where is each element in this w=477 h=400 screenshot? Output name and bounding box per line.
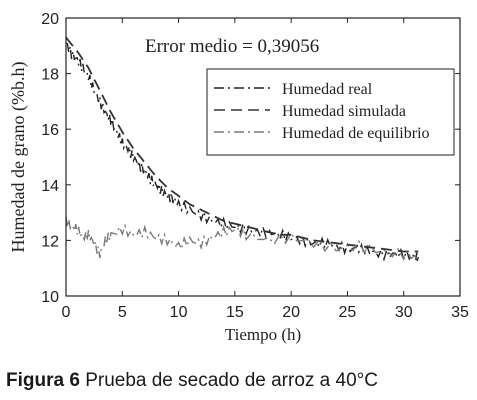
x-tick-label: 0 <box>62 304 71 321</box>
chart-annotation: Error medio = 0,39056 <box>145 36 319 57</box>
y-tick-label: 16 <box>41 122 59 139</box>
x-tick-label: 20 <box>282 304 300 321</box>
legend-label-3: Humedad de equilibrio <box>282 125 430 142</box>
x-axis-label: Tiempo (h) <box>225 325 301 344</box>
x-tick-label: 10 <box>170 304 188 321</box>
y-tick-label: 10 <box>41 289 59 306</box>
series-line-3 <box>65 216 419 261</box>
y-axis-label: Humedad de grano (%b.h) <box>8 62 29 253</box>
x-tick-label: 5 <box>118 304 127 321</box>
y-tick-label: 14 <box>41 178 59 195</box>
series-layer <box>65 36 419 263</box>
legend-label-1: Humedad real <box>282 81 373 98</box>
series-line-2 <box>65 36 419 253</box>
x-tick-label: 25 <box>339 304 357 321</box>
x-tick-label: 35 <box>451 304 469 321</box>
figure-caption: Figura 6 Prueba de secado de arroz a 40°… <box>6 370 378 392</box>
axis-ticks: 0 5 10 15 20 25 30 35 10 12 14 16 18 20 <box>41 11 469 321</box>
drying-chart: 0 5 10 15 20 25 30 35 10 12 14 16 18 20 Error medio =… <box>8 11 469 344</box>
x-tick-label: 30 <box>395 304 413 321</box>
x-tick-label: 15 <box>226 304 244 321</box>
plot-frame <box>65 17 461 297</box>
figure-number: Figura 6 <box>6 370 80 391</box>
legend-box <box>206 68 455 156</box>
y-tick-label: 20 <box>41 11 59 28</box>
legend: Humedad real Humedad simulada Humedad de e… <box>206 68 455 156</box>
y-tick-label: 18 <box>41 67 59 84</box>
legend-label-2: Humedad simulada <box>282 103 406 120</box>
y-tick-label: 12 <box>41 233 59 250</box>
figure-caption-text: Prueba de secado de arroz a 40°C <box>85 370 378 391</box>
